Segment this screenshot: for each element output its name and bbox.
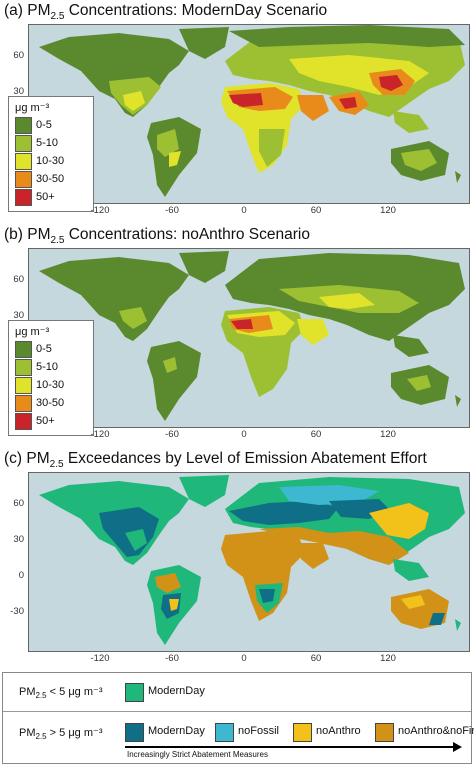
legend-label: 5-10 [36,137,59,149]
y-tick-30: 30 [13,310,24,321]
legend-swatch [15,116,32,134]
abatement-arrow-line [125,746,455,748]
legend-title: μg m⁻³ [15,102,50,114]
legend-label: 10-30 [36,379,65,391]
x-tick-minus120: -120 [90,653,110,664]
legend-swatch-modernday [125,723,144,742]
legend-label: 0-5 [36,343,52,355]
legend-item-0-5: 0-5 [15,116,87,134]
x-tick-60: 60 [310,429,322,440]
legend-swatch [15,394,32,412]
legend-swatch-noanthro [293,723,312,742]
legend-swatch-nofossil [215,723,234,742]
legend-swatch [15,152,32,170]
panel-a-title: (a) PM2.5 Concentrations: ModernDay Scen… [4,2,328,23]
y-tick-60: 60 [13,50,24,61]
legend-label-nofossil: noFossil [238,725,279,737]
y-tick-60: 60 [13,498,24,509]
y-tick-60: 60 [13,274,24,285]
panel-a: (a) PM2.5 Concentrations: ModernDay Scen… [0,0,474,222]
legend-swatch-noanthro-nofire [375,723,394,742]
legend-label-noanthro: noAnthro [316,725,361,737]
abatement-arrow-head [453,742,462,752]
legend-item-50plus: 50+ [15,188,87,206]
exceedance-legend: PM2.5 < 5 μg m⁻³ ModernDay PM2.5 > 5 μg … [2,672,474,764]
legend-swatch [15,170,32,188]
x-tick-minus60: -60 [165,653,179,664]
x-tick-60: 60 [310,205,322,216]
x-tick-minus120: -120 [90,205,110,216]
legend-item-5-10: 5-10 [15,134,87,152]
legend-label: 30-50 [36,397,65,409]
legend-label: 30-50 [36,173,65,185]
legend-label-modernday-below: ModernDay [148,685,205,697]
legend-label-noanthro-nofire: noAnthro&noFire [398,725,474,737]
legend-swatch-modernday-below [125,683,144,702]
legend-label-modernday: ModernDay [148,725,205,737]
legend-item-50plus: 50+ [15,412,87,430]
legend-label: 5-10 [36,361,59,373]
legend-label: 50+ [36,415,55,427]
y-tick-30: 30 [13,86,24,97]
legend-swatch [15,340,32,358]
legend-panel-a: μg m⁻³ 0-5 5-10 10-30 30-50 50+ [8,96,94,212]
legend-swatch [15,134,32,152]
x-tick-120: 120 [380,429,396,440]
map-noanthro [28,248,470,428]
panel-b: (b) PM2.5 Concentrations: noAnthro Scena… [0,224,474,446]
x-tick-120: 120 [380,653,396,664]
legend-title: μg m⁻³ [15,326,50,338]
panel-b-title: (b) PM2.5 Concentrations: noAnthro Scena… [4,226,310,247]
y-tick-30: 30 [13,534,24,545]
legend-item-10-30: 10-30 [15,376,87,394]
legend-item-10-30: 10-30 [15,152,87,170]
map-modernday [28,24,470,204]
abatement-arrow-label: Increasingly Strict Abatement Measures [127,750,268,759]
x-tick-0: 0 [241,653,247,664]
x-tick-0: 0 [241,429,247,440]
x-tick-60: 60 [310,653,322,664]
legend-swatch [15,412,32,430]
legend-label: 50+ [36,191,55,203]
legend-panel-b: μg m⁻³ 0-5 5-10 10-30 30-50 50+ [8,320,94,436]
panel-c: (c) PM2.5 Exceedances by Level of Emissi… [0,448,474,670]
legend-divider [3,711,471,712]
x-tick-minus60: -60 [165,429,179,440]
panel-c-title: (c) PM2.5 Exceedances by Level of Emissi… [4,450,427,471]
y-tick-0: 0 [18,570,24,581]
x-tick-minus60: -60 [165,205,179,216]
legend-item-30-50: 30-50 [15,394,87,412]
legend-item-0-5: 0-5 [15,340,87,358]
legend-swatch [15,358,32,376]
legend-row1-label: PM2.5 < 5 μg m⁻³ [19,686,103,701]
legend-label: 10-30 [36,155,65,167]
legend-item-30-50: 30-50 [15,170,87,188]
legend-label: 0-5 [36,119,52,131]
legend-swatch [15,376,32,394]
x-tick-minus120: -120 [90,429,110,440]
legend-item-5-10: 5-10 [15,358,87,376]
x-tick-120: 120 [380,205,396,216]
map-exceedances [28,472,470,652]
x-tick-0: 0 [241,205,247,216]
y-tick-minus30: -30 [10,606,24,617]
legend-swatch [15,188,32,206]
legend-row2-label: PM2.5 > 5 μg m⁻³ [19,727,103,742]
